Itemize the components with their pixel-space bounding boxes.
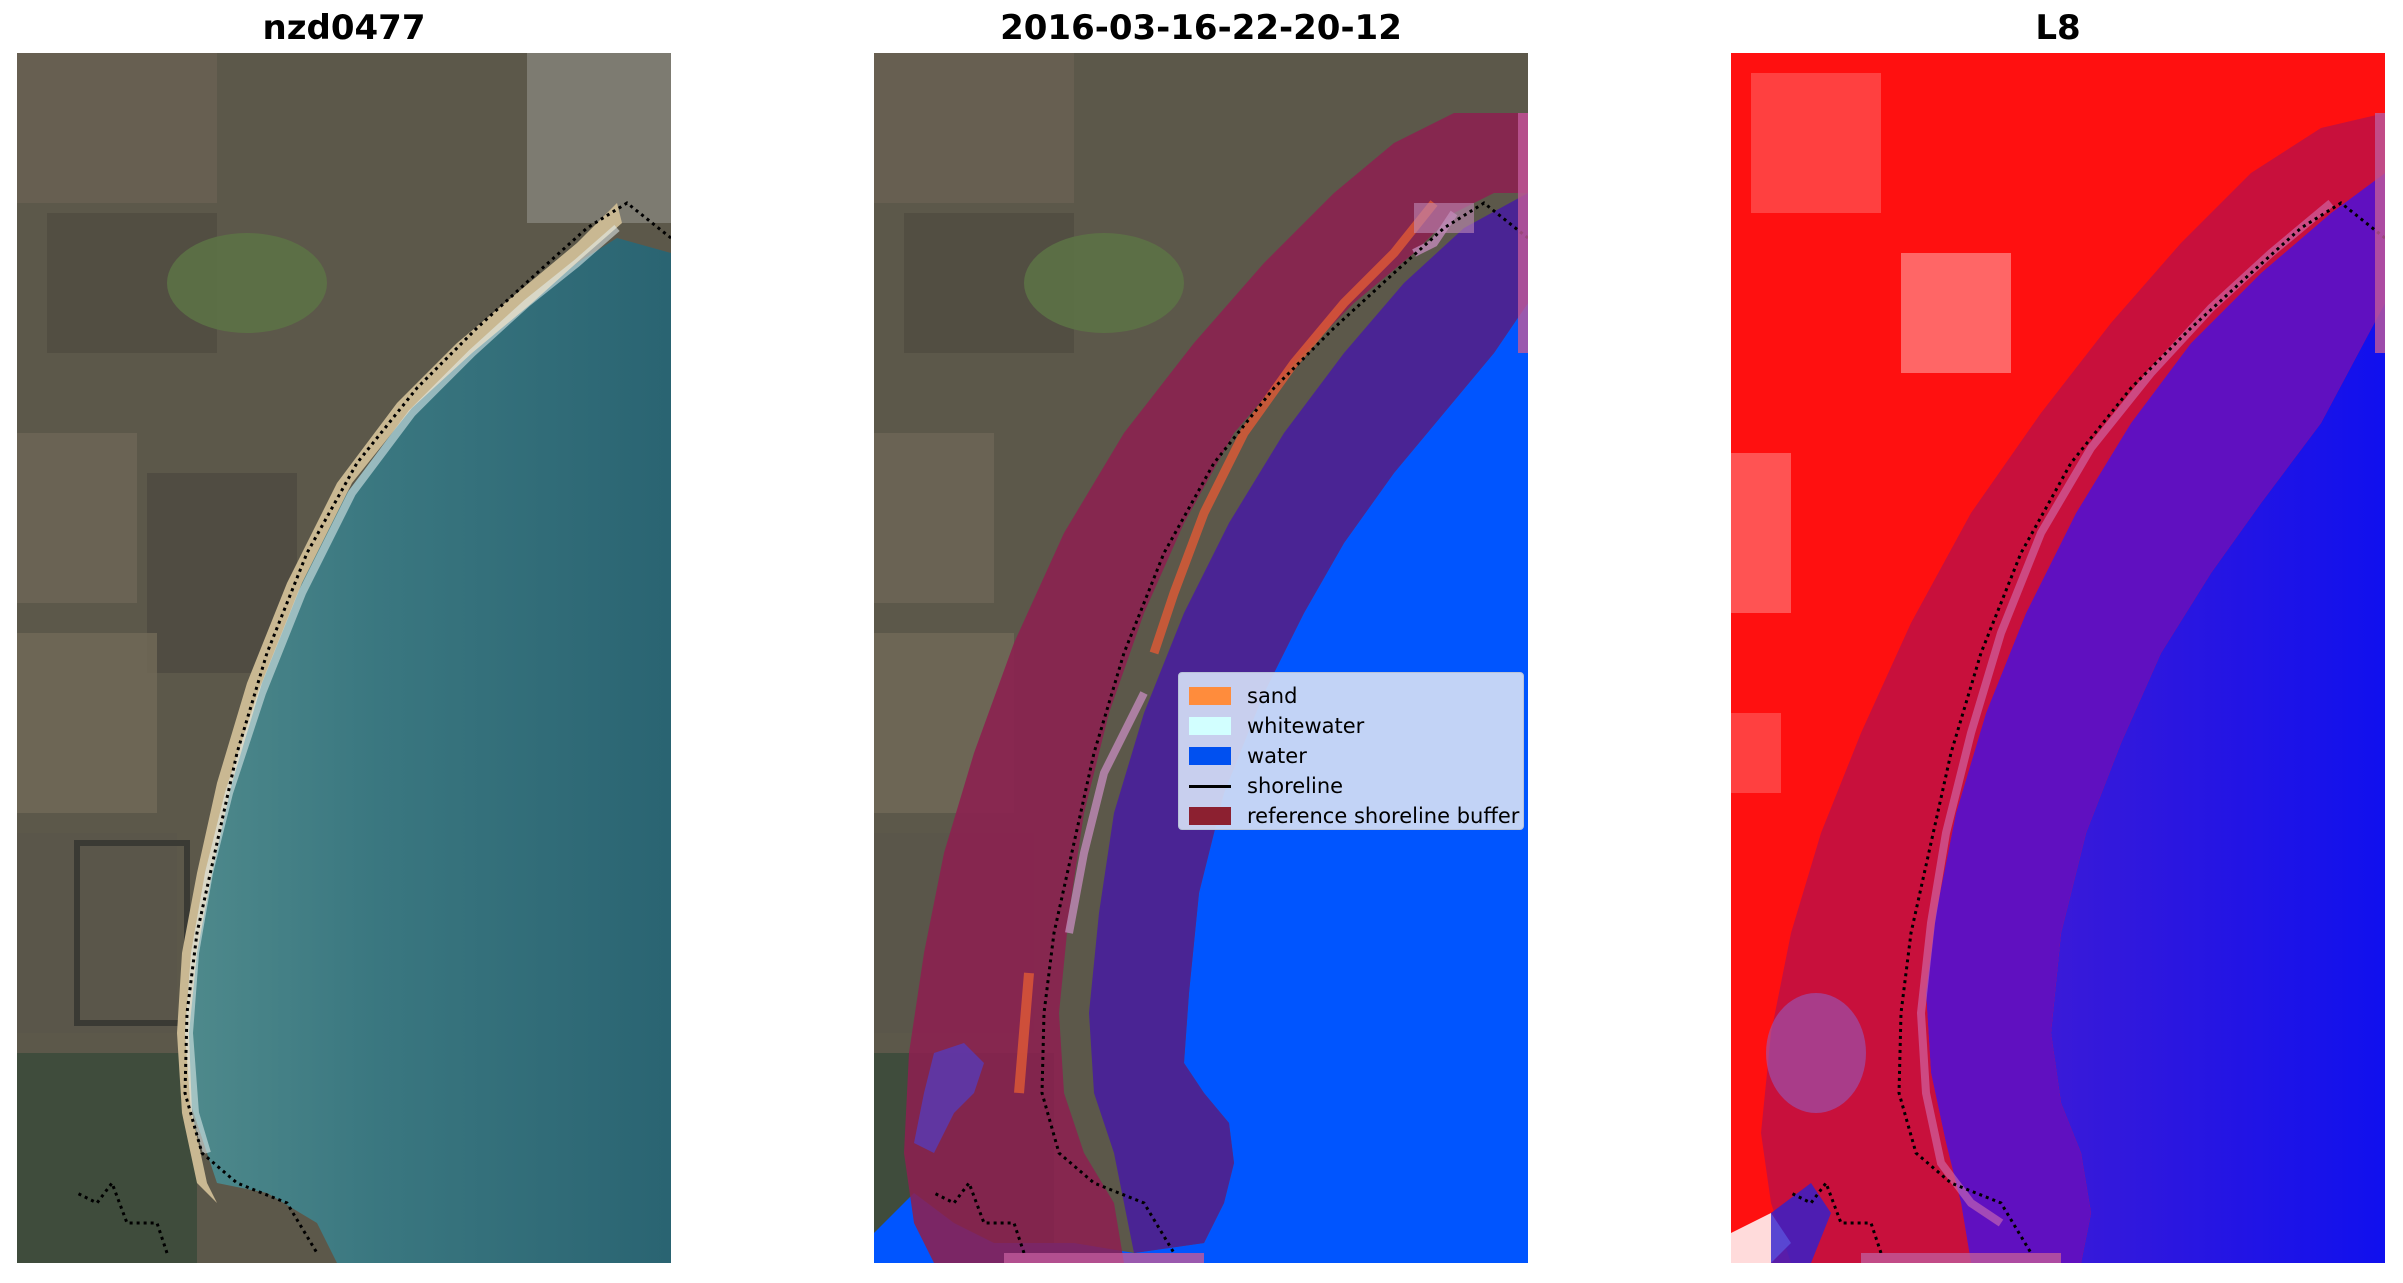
legend-swatch-buffer bbox=[1189, 807, 1231, 825]
panel-title-classified: 2016-03-16-22-20-12 bbox=[1000, 8, 1402, 48]
legend-swatch-water bbox=[1189, 747, 1231, 765]
rgb-image bbox=[17, 53, 671, 1263]
legend: sand whitewater water shoreline referenc… bbox=[1178, 672, 1524, 830]
legend-swatch-sand bbox=[1189, 687, 1231, 705]
legend-item-water: water bbox=[1189, 741, 1513, 771]
legend-item-whitewater: whitewater bbox=[1189, 711, 1513, 741]
index-image-panel bbox=[1731, 53, 2385, 1263]
legend-swatch-whitewater bbox=[1189, 717, 1231, 735]
classified-image bbox=[874, 53, 1528, 1263]
legend-item-shoreline: shoreline bbox=[1189, 771, 1513, 801]
legend-label-sand: sand bbox=[1247, 684, 1298, 708]
legend-label-water: water bbox=[1247, 744, 1307, 768]
panel-title-rgb: nzd0477 bbox=[262, 8, 426, 48]
legend-label-buffer: reference shoreline buffer bbox=[1247, 804, 1520, 828]
legend-label-whitewater: whitewater bbox=[1247, 714, 1365, 738]
index-image bbox=[1731, 53, 2385, 1263]
legend-swatch-shoreline bbox=[1189, 784, 1231, 788]
classified-image-panel bbox=[874, 53, 1528, 1263]
shoreline-path bbox=[76, 201, 671, 1254]
panel-title-index: L8 bbox=[2035, 8, 2081, 48]
legend-item-sand: sand bbox=[1189, 681, 1513, 711]
legend-label-shoreline: shoreline bbox=[1247, 774, 1344, 798]
legend-item-buffer: reference shoreline buffer bbox=[1189, 801, 1519, 831]
rgb-image-panel bbox=[17, 53, 671, 1263]
